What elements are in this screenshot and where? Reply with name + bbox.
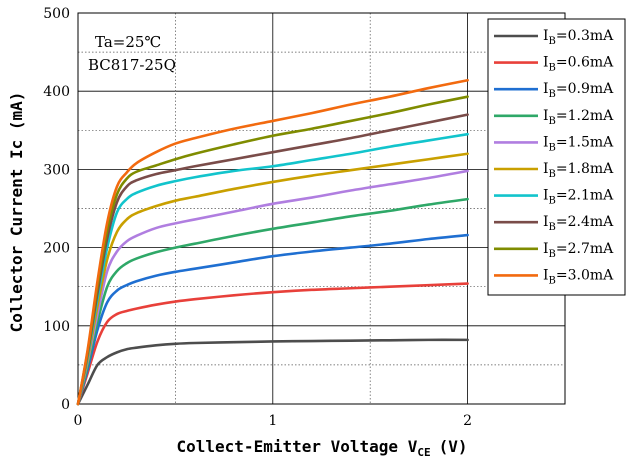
series-line-5 [76, 169, 469, 406]
y-tick-label: 0 [61, 397, 70, 413]
y-tick-label: 400 [43, 84, 70, 100]
legend-label: IB=1.5mA [543, 134, 614, 153]
legend-label: IB=0.3mA [543, 28, 614, 47]
legend-label: IB=2.7mA [543, 241, 614, 260]
x-axis-label-unit: (V) [439, 437, 468, 456]
series-layer [76, 78, 469, 406]
x-axis-label-main: Collect-Emitter Voltage V [177, 437, 418, 456]
series-line-2 [76, 282, 469, 406]
series-line-6 [76, 152, 469, 406]
series-line-4 [76, 197, 469, 406]
series-line-3 [76, 233, 469, 406]
annotation-temperature: Ta=25℃ [95, 33, 161, 51]
y-tick-label: 300 [43, 162, 70, 178]
x-tick-label: 1 [268, 413, 277, 429]
legend-label: IB=2.4mA [543, 214, 614, 233]
y-tick-label: 500 [43, 6, 70, 22]
series-line-1 [76, 338, 469, 406]
x-tick-label: 2 [463, 413, 472, 429]
y-tick-label: 100 [43, 319, 70, 335]
x-axis-label: Collect-Emitter Voltage VCE (V) [177, 437, 468, 459]
x-tick-label: 0 [74, 413, 83, 429]
legend-label: IB=0.9mA [543, 81, 614, 100]
annotation-device: BC817-25Q [88, 56, 176, 74]
y-tick-label: 200 [43, 241, 70, 257]
series-line-10 [76, 78, 469, 406]
legend: IB=0.3mA IB=0.6mA IB=0.9mA IB=1.2mA IB=1.5mA… [487, 18, 626, 296]
grid-lines [78, 13, 565, 404]
axis-ticks: 0 100 200 300 400 500 0 1 2 [43, 6, 472, 429]
x-axis-label-sub: CE [417, 446, 430, 459]
legend-label: IB=0.6mA [543, 55, 614, 74]
legend-label: IB=2.1mA [543, 188, 614, 207]
y-axis-label: Collector Current Ic (mA) [7, 92, 26, 333]
legend-label: IB=1.8mA [543, 161, 614, 180]
legend-label: IB=1.2mA [543, 108, 614, 127]
legend-label: IB=3.0mA [543, 267, 614, 286]
series-line-7 [76, 132, 469, 406]
